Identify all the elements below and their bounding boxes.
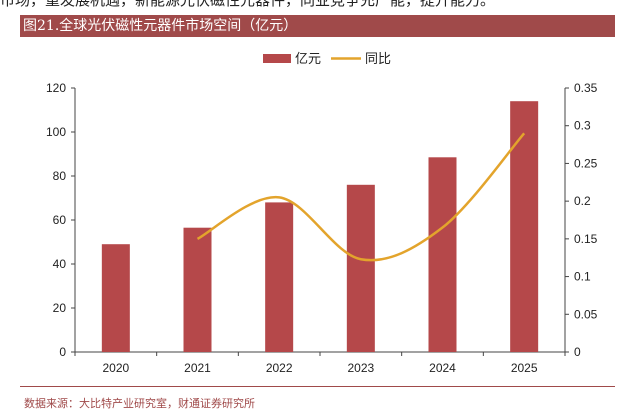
bar [101, 244, 130, 352]
left-tick-label: 60 [53, 213, 67, 227]
preceding-text: 市场，重发展机遇，新能源光伏磁性元器件，同业竞争充产能，提升能力。 [0, 0, 496, 9]
cropped-preceding-text: 市场，重发展机遇，新能源光伏磁性元器件，同业竞争充产能，提升能力。 [0, 0, 622, 9]
legend-bar-swatch [263, 54, 291, 63]
bottom-rule [20, 386, 615, 387]
bar [428, 157, 457, 352]
right-tick-label: 0.3 [574, 119, 591, 133]
x-tick-label: 2024 [429, 361, 456, 375]
left-tick-label: 0 [59, 345, 66, 359]
legend-line-label: 同比 [365, 52, 391, 67]
x-tick-label: 2021 [184, 361, 211, 375]
left-tick-label: 100 [46, 125, 66, 139]
left-tick-label: 80 [53, 169, 67, 183]
right-tick-label: 0.1 [574, 270, 591, 284]
right-tick-label: 0.2 [574, 194, 591, 208]
right-tick-label: 0.25 [574, 156, 598, 170]
plot-area: 0 20 40 60 80 100 120 0 0.05 0.1 0.15 0.2 0.25 0.3 0.3… [46, 81, 598, 375]
bar [265, 202, 294, 352]
legend-bar-label: 亿元 [295, 52, 321, 67]
yoy-line [196, 132, 526, 262]
left-tick-label: 40 [53, 257, 67, 271]
figure-title: 图21.全球光伏磁性元器件市场空间（亿元） [23, 18, 298, 34]
right-tick-label: 0 [574, 345, 581, 359]
left-tick-label: 20 [53, 301, 67, 315]
x-tick-label: 2020 [102, 361, 129, 375]
bar [510, 101, 539, 352]
x-tick-label: 2022 [266, 361, 293, 375]
legend: 亿元 同比 [263, 52, 391, 67]
bar [346, 184, 375, 352]
right-tick-label: 0.15 [574, 232, 598, 246]
bar [183, 227, 212, 352]
x-tick-label: 2025 [511, 361, 538, 375]
source-note: 数据来源：大比特产业研究室，财通证券研究所 [24, 397, 255, 410]
right-tick-label: 0.05 [574, 307, 598, 321]
left-tick-label: 120 [46, 81, 66, 95]
figure-title-bar: 图21.全球光伏磁性元器件市场空间（亿元） [20, 15, 615, 37]
x-tick-label: 2023 [347, 361, 374, 375]
right-tick-label: 0.35 [574, 81, 598, 95]
